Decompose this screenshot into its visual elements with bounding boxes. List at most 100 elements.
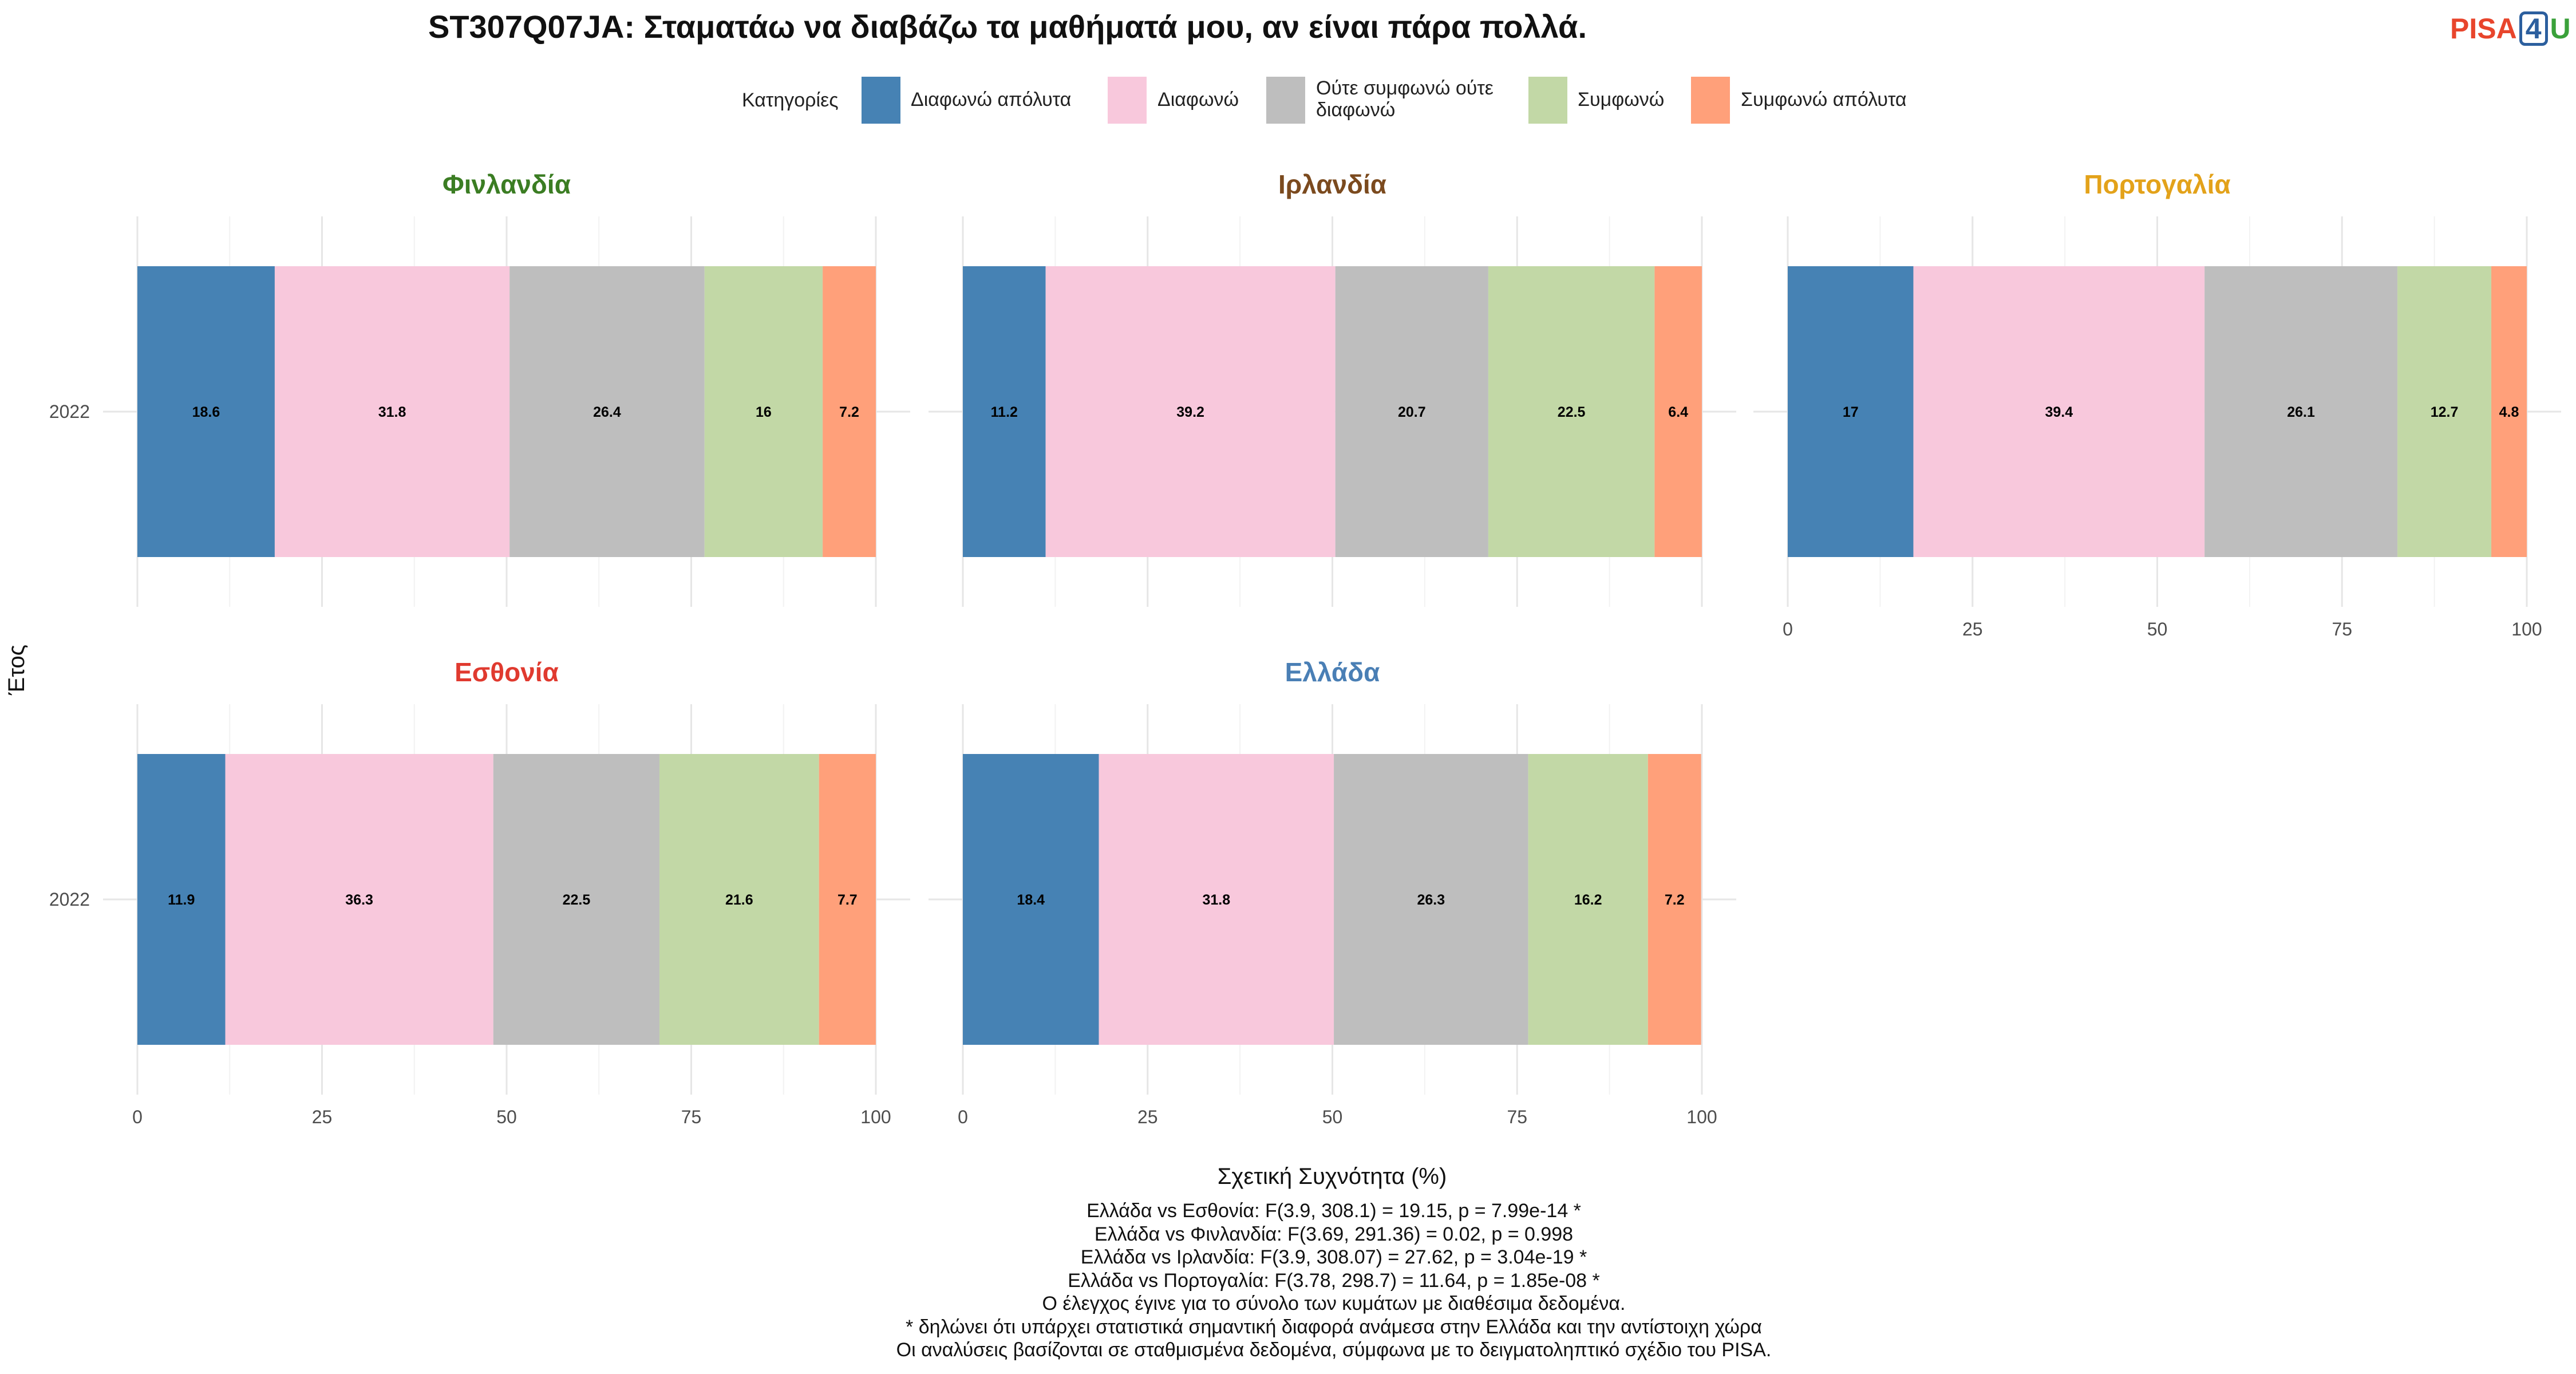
data-label-εσθονία-1: 11.9 [168, 892, 195, 908]
x-tick-label: 25 [312, 1107, 333, 1127]
data-label-πορτογαλία-1: 17 [1843, 404, 1859, 420]
data-label-πορτογαλία-2: 39.4 [2045, 404, 2073, 420]
x-tick-label: 50 [496, 1107, 517, 1127]
x-axis-title: Σχετική Συχνότητα (%) [1218, 1164, 1447, 1189]
bar-segment-ιρλανδία-3 [1335, 266, 1488, 557]
logo-text-u: U [2550, 13, 2571, 45]
x-tick-label: 0 [1783, 619, 1793, 639]
bar-segment-πορτογαλία-1 [1788, 266, 1914, 557]
data-label-φινλανδία-2: 31.8 [378, 404, 406, 420]
bar-segment-εσθονία-4 [659, 754, 819, 1045]
bar-segment-φινλανδία-5 [823, 266, 876, 557]
legend-label-disagree: Διαφωνώ [1157, 89, 1239, 110]
legend-swatch-neutral [1266, 77, 1305, 124]
legend-swatch-disagree [1108, 77, 1147, 124]
bar-segment-ελλάδα-3 [1334, 754, 1528, 1045]
footnote-line: Ο έλεγχος έγινε για το σύνολο των κυμάτω… [1042, 1293, 1626, 1314]
bar-segment-εσθονία-3 [493, 754, 660, 1045]
data-label-ελλάδα-2: 31.8 [1202, 892, 1230, 908]
data-label-ελλάδα-5: 7.2 [1665, 892, 1685, 908]
bar-segment-εσθονία-2 [225, 754, 493, 1045]
bar-segment-ιρλανδία-4 [1488, 266, 1655, 557]
data-label-ιρλανδία-4: 22.5 [1558, 404, 1586, 420]
x-tick-label: 0 [132, 1107, 143, 1127]
footnote-line: Ελλάδα vs Ιρλανδία: F(3.9, 308.07) = 27.… [1080, 1246, 1587, 1268]
data-label-ιρλανδία-3: 20.7 [1398, 404, 1426, 420]
x-tick-label: 100 [2511, 619, 2542, 639]
x-tick-label: 75 [2332, 619, 2352, 639]
bar-segment-ελλάδα-2 [1099, 754, 1334, 1045]
data-label-εσθονία-5: 7.7 [837, 892, 858, 908]
bar-segment-εσθονία-1 [137, 754, 226, 1045]
x-tick-label: 100 [860, 1107, 891, 1127]
logo-text-4: 4 [2519, 11, 2548, 46]
data-label-πορτογαλία-3: 26.1 [2287, 404, 2315, 420]
logo-text-pisa: PISA [2450, 13, 2517, 45]
legend-label-disagree-strongly: Διαφωνώ απόλυτα [911, 89, 1072, 110]
legend-label-agree: Συμφωνώ [1578, 89, 1665, 110]
data-label-φινλανδία-4: 16 [756, 404, 772, 420]
bar-segment-φινλανδία-3 [509, 266, 705, 557]
data-label-εσθονία-4: 21.6 [725, 892, 753, 908]
data-label-φινλανδία-5: 7.2 [839, 404, 859, 420]
bar-segment-φινλανδία-1 [137, 266, 275, 557]
bar-segment-ιρλανδία-1 [963, 266, 1046, 557]
legend-label-agree-strongly: Συμφωνώ απόλυτα [1741, 89, 1907, 110]
chart-title: ST307Q07JA: Σταματάω να διαβάζω τα μαθήμ… [428, 9, 1587, 45]
bar-segment-πορτογαλία-3 [2204, 266, 2398, 557]
legend-swatch-agree [1528, 77, 1567, 124]
data-label-εσθονία-3: 22.5 [563, 892, 591, 908]
footnote-line: Ελλάδα vs Φινλανδία: F(3.69, 291.36) = 0… [1094, 1223, 1574, 1245]
bar-segment-ελλάδα-4 [1528, 754, 1648, 1045]
legend-label-neutral-line2: διαφωνώ [1316, 99, 1396, 121]
y-tick-label: 2022 [49, 401, 90, 422]
panel-title-φινλανδία: Φινλανδία [442, 169, 571, 199]
bar-segment-φινλανδία-2 [274, 266, 510, 557]
x-tick-label: 75 [681, 1107, 702, 1127]
legend-swatch-disagree-strongly [862, 77, 900, 124]
x-tick-label: 100 [1686, 1107, 1717, 1127]
bar-segment-πορτογαλία-4 [2397, 266, 2492, 557]
x-tick-label: 0 [958, 1107, 968, 1127]
footnote-line: Ελλάδα vs Πορτογαλία: F(3.78, 298.7) = 1… [1068, 1269, 1600, 1292]
data-label-φινλανδία-1: 18.6 [192, 404, 220, 420]
bar-segment-ιρλανδία-2 [1045, 266, 1336, 557]
panel-title-ιρλανδία: Ιρλανδία [1278, 169, 1386, 199]
x-tick-label: 50 [2147, 619, 2168, 639]
panel-title-πορτογαλία: Πορτογαλία [2084, 169, 2230, 199]
x-tick-label: 75 [1507, 1107, 1527, 1127]
data-label-εσθονία-2: 36.3 [345, 892, 373, 908]
data-label-ιρλανδία-2: 39.2 [1176, 404, 1204, 420]
legend-swatch-agree-strongly [1691, 77, 1730, 124]
data-label-ελλάδα-1: 18.4 [1017, 892, 1045, 908]
y-axis-title: Έτος [4, 645, 29, 696]
data-label-πορτογαλία-5: 4.8 [2499, 404, 2519, 420]
footnote-line: * δηλώνει ότι υπάρχει στατιστικά σημαντι… [906, 1316, 1762, 1338]
panel-title-ελλάδα: Ελλάδα [1285, 657, 1380, 687]
bar-segment-ιρλανδία-5 [1654, 266, 1702, 557]
data-label-ελλάδα-4: 16.2 [1574, 892, 1602, 908]
pisa4u-logo: PISA 4 U [2450, 11, 2571, 46]
data-label-ελλάδα-3: 26.3 [1417, 892, 1445, 908]
bar-segment-ελλάδα-5 [1647, 754, 1701, 1045]
y-tick-label: 2022 [49, 889, 90, 910]
bar-segment-φινλανδία-4 [704, 266, 823, 557]
data-label-ιρλανδία-1: 11.2 [991, 404, 1018, 420]
x-tick-label: 25 [1137, 1107, 1158, 1127]
data-label-ιρλανδία-5: 6.4 [1668, 404, 1688, 420]
panel-title-εσθονία: Εσθονία [455, 657, 559, 687]
bar-segment-πορτογαλία-5 [2491, 266, 2527, 557]
bar-segment-ελλάδα-1 [963, 754, 1099, 1045]
footnote-line: Ελλάδα vs Εσθονία: F(3.9, 308.1) = 19.15… [1086, 1200, 1581, 1222]
legend-title: Κατηγορίες [742, 89, 839, 111]
data-label-φινλανδία-3: 26.4 [593, 404, 621, 420]
footnotes: Ελλάδα vs Εσθονία: F(3.9, 308.1) = 19.15… [0, 1199, 2576, 1362]
x-tick-label: 50 [1322, 1107, 1343, 1127]
data-label-πορτογαλία-4: 12.7 [2431, 404, 2459, 420]
legend: Κατηγορίες Διαφωνώ απόλυτα Διαφωνώ Ούτε … [0, 74, 2576, 126]
footnote-line: Οι αναλύσεις βασίζονται σε σταθμισμένα δ… [896, 1339, 1772, 1361]
x-tick-label: 25 [1962, 619, 1983, 639]
legend-label-neutral-line1: Ούτε συμφωνώ ούτε [1316, 77, 1494, 99]
bar-segment-εσθονία-5 [819, 754, 876, 1045]
